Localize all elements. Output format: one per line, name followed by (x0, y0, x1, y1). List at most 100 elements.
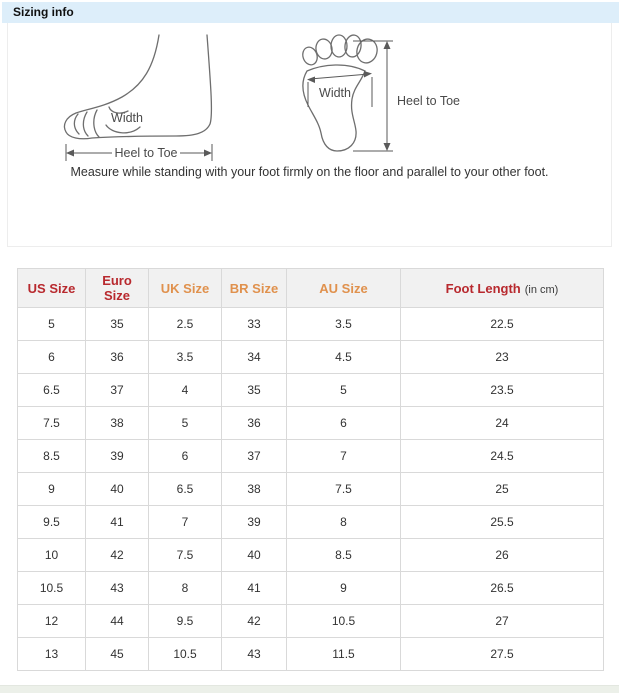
column-header: AU Size (286, 268, 401, 308)
table-row: 8.5 39 6 37 7 24.5 (17, 439, 604, 473)
size-cell: 7.5 (286, 472, 401, 506)
table-row: 6 36 3.5 34 4.5 23 (17, 340, 604, 374)
size-cell: 37 (85, 373, 149, 407)
size-cell: 7 (148, 505, 222, 539)
size-cell: 38 (221, 472, 287, 506)
table-row: 12 44 9.5 42 10.5 27 (17, 604, 604, 638)
table-row: 10 42 7.5 40 8.5 26 (17, 538, 604, 572)
size-cell: 4.5 (286, 340, 401, 374)
size-cell: 26 (400, 538, 604, 572)
size-cell: 6 (286, 406, 401, 440)
size-cell: 8 (286, 505, 401, 539)
column-header-unit: (in cm) (524, 283, 559, 296)
size-cell: 42 (221, 604, 287, 638)
size-cell: 23 (400, 340, 604, 374)
side-view-width-label: Width (111, 111, 143, 125)
size-cell: 8.5 (17, 439, 86, 473)
size-cell: 43 (221, 637, 287, 671)
size-cell: 3.5 (148, 340, 222, 374)
size-cell: 5 (17, 307, 86, 341)
size-cell: 44 (85, 604, 149, 638)
foot-sole-view-diagram: Width Heel to Toe (302, 34, 460, 152)
size-cell: 25.5 (400, 505, 604, 539)
size-cell: 6.5 (17, 373, 86, 407)
size-cell: 11.5 (286, 637, 401, 671)
size-cell: 22.5 (400, 307, 604, 341)
size-cell: 35 (221, 373, 287, 407)
table-row: 5 35 2.5 33 3.5 22.5 (17, 307, 604, 341)
size-cell: 39 (85, 439, 149, 473)
column-header: Foot Length (in cm) (400, 268, 604, 308)
size-cell: 9 (17, 472, 86, 506)
measuring-instructions: Measure while standing with your foot fi… (70, 165, 549, 179)
size-cell: 41 (85, 505, 149, 539)
column-header-label: Foot Length (445, 280, 521, 296)
size-cell: 3.5 (286, 307, 401, 341)
size-cell: 27 (400, 604, 604, 638)
size-cell: 4 (148, 373, 222, 407)
size-cell: 39 (221, 505, 287, 539)
size-cell: 37 (221, 439, 287, 473)
table-row: 10.5 43 8 41 9 26.5 (17, 571, 604, 605)
table-row: 9 40 6.5 38 7.5 25 (17, 472, 604, 506)
size-chart-table: US Size Euro Size UK Size BR Size AU Size Foo… (17, 268, 604, 671)
table-row: 7.5 38 5 36 6 24 (17, 406, 604, 440)
size-cell: 10 (17, 538, 86, 572)
size-cell: 25 (400, 472, 604, 506)
size-cell: 9.5 (17, 505, 86, 539)
page-title: Sizing info (13, 5, 74, 19)
size-cell: 42 (85, 538, 149, 572)
size-cell: 27.5 (400, 637, 604, 671)
size-cell: 24 (400, 406, 604, 440)
size-cell: 7.5 (17, 406, 86, 440)
size-cell: 10.5 (17, 571, 86, 605)
size-cell: 23.5 (400, 373, 604, 407)
size-cell: 24.5 (400, 439, 604, 473)
size-cell: 6.5 (148, 472, 222, 506)
size-cell: 12 (17, 604, 86, 638)
sole-view-width-label: Width (319, 86, 351, 100)
measuring-diagram-panel: Width Heel to Toe Width Heel to Toe Meas… (7, 23, 612, 247)
size-cell: 2.5 (148, 307, 222, 341)
size-cell: 36 (221, 406, 287, 440)
column-header: US Size (17, 268, 86, 308)
size-cell: 8.5 (286, 538, 401, 572)
size-cell: 40 (221, 538, 287, 572)
size-cell: 5 (148, 406, 222, 440)
size-cell: 9.5 (148, 604, 222, 638)
size-cell: 33 (221, 307, 287, 341)
size-cell: 41 (221, 571, 287, 605)
column-header: BR Size (221, 268, 287, 308)
size-cell: 7 (286, 439, 401, 473)
side-view-length-label: Heel to Toe (114, 146, 177, 160)
column-header: Euro Size (85, 268, 149, 308)
column-header-label: BR Size (229, 280, 279, 296)
size-chart-body: 5 35 2.5 33 3.5 22.5 6 36 3.5 34 4.5 23 6.5 37 4 35 5 23.… (17, 307, 604, 671)
column-header-label: Euro Size (102, 273, 132, 303)
size-cell: 34 (221, 340, 287, 374)
size-cell: 45 (85, 637, 149, 671)
size-cell: 9 (286, 571, 401, 605)
size-cell: 36 (85, 340, 149, 374)
table-row: 6.5 37 4 35 5 23.5 (17, 373, 604, 407)
size-cell: 7.5 (148, 538, 222, 572)
size-cell: 43 (85, 571, 149, 605)
size-cell: 38 (85, 406, 149, 440)
column-header: UK Size (148, 268, 222, 308)
size-cell: 10.5 (286, 604, 401, 638)
size-cell: 35 (85, 307, 149, 341)
section-title-bar: Sizing info (2, 2, 619, 23)
column-header-label: AU Size (319, 280, 368, 296)
column-header-label: US Size (27, 280, 76, 296)
size-cell: 13 (17, 637, 86, 671)
size-cell: 40 (85, 472, 149, 506)
foot-side-view-diagram: Width Heel to Toe (63, 34, 213, 161)
table-row: 9.5 41 7 39 8 25.5 (17, 505, 604, 539)
size-cell: 5 (286, 373, 401, 407)
size-cell: 8 (148, 571, 222, 605)
size-cell: 6 (148, 439, 222, 473)
table-row: 13 45 10.5 43 11.5 27.5 (17, 637, 604, 671)
footer-strip (0, 685, 619, 693)
sole-view-length-label: Heel to Toe (397, 94, 460, 108)
size-cell: 26.5 (400, 571, 604, 605)
